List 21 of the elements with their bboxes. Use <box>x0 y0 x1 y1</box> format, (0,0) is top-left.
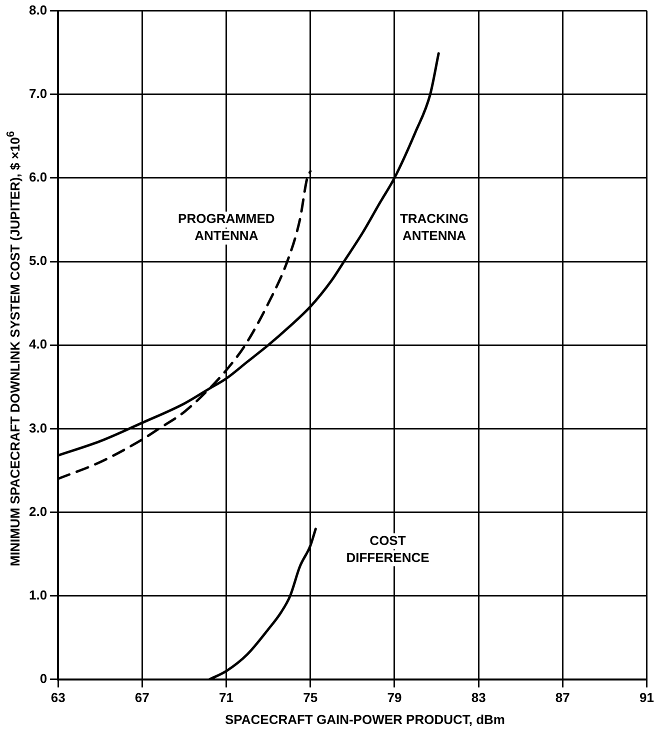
y-tick-label: 6.0 <box>28 170 48 185</box>
y-tick-label: 7.0 <box>28 86 48 101</box>
x-axis-title: SPACECRAFT GAIN-POWER PRODUCT, dBm <box>224 712 506 727</box>
y-tick-label: 8.0 <box>28 2 48 18</box>
x-tick-label: 75 <box>303 690 318 705</box>
annotation: TRACKING ANTENNA <box>400 211 469 244</box>
y-tick-label: 3.0 <box>28 420 48 436</box>
x-tick-label: 87 <box>555 690 570 705</box>
x-tick-label: 83 <box>471 690 486 705</box>
x-tick-label: 67 <box>134 690 150 705</box>
annotation: PROGRAMMED ANTENNA <box>178 211 275 244</box>
x-tick-label: 71 <box>219 690 234 705</box>
annotation: COST DIFFERENCE <box>346 532 430 565</box>
y-tick-label: 0 <box>40 670 48 686</box>
x-tick-label: 91 <box>640 690 654 705</box>
y-tick-label: 1.0 <box>28 587 48 602</box>
x-tick-label: 79 <box>387 690 402 705</box>
x-tick-label: 63 <box>50 690 66 705</box>
y-tick-label: 2.0 <box>28 504 48 519</box>
y-tick-label: 5.0 <box>28 253 48 268</box>
y-tick-label: 4.0 <box>28 336 48 352</box>
